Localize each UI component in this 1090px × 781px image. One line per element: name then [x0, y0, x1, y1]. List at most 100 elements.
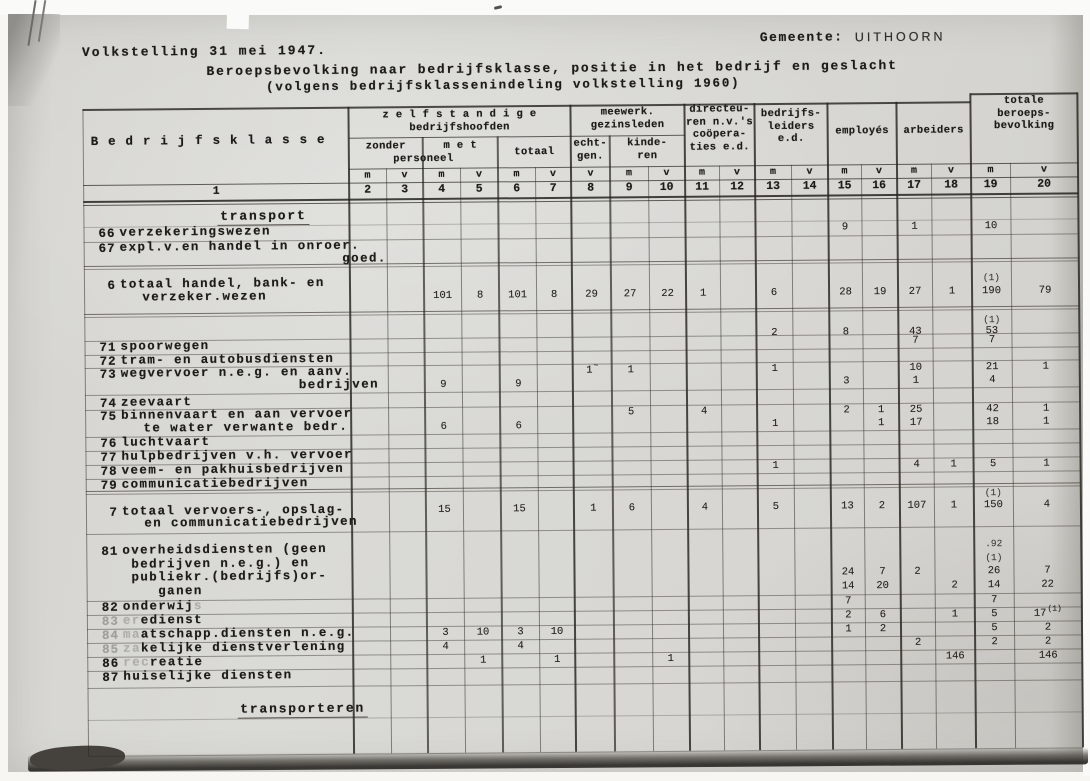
row-number: 82	[101, 600, 119, 615]
header-group-label: personeel	[393, 152, 454, 166]
header-group-label: totaal	[514, 145, 555, 159]
header-mv-cell: m	[769, 166, 777, 179]
table-row: 6 totaal handel, bank- en verzeker.wezen (1…	[84, 261, 1080, 319]
section-heading: transport	[133, 207, 393, 226]
row-number: 81	[101, 544, 119, 559]
table-cell-value: 7	[991, 594, 998, 607]
table-cell-value: 7	[845, 595, 852, 608]
table-cell-value: 15	[438, 503, 451, 516]
table-cell-value: 7	[912, 334, 919, 347]
header-colnum-cell: 11	[695, 180, 710, 194]
table-cell-value: 6	[440, 420, 447, 433]
table-cell-value: 18	[986, 416, 1000, 429]
faded-text: s	[193, 598, 203, 614]
table-cell-value: 5	[627, 406, 635, 419]
paper-background	[8, 14, 1085, 772]
header-mv-cell: v	[806, 166, 813, 178]
header-group-box: employés	[828, 125, 897, 138]
header-group-box: meewerk. gezinsleden	[570, 106, 684, 132]
table-cell-value: 101	[433, 289, 453, 302]
section-heading: transporteren	[173, 700, 433, 719]
table-cell-value: 10	[984, 220, 998, 233]
header-mv-cell: m	[438, 169, 445, 181]
row-label: bedrijven	[298, 377, 380, 393]
table-cell-value: 27	[623, 288, 637, 301]
table-cell-value: 1	[948, 285, 956, 298]
header-group-label: bevolking	[993, 119, 1055, 133]
cell-superscript: (1)	[1047, 604, 1062, 614]
header-group-label: e.d.	[777, 132, 805, 145]
row-number: 86	[102, 656, 120, 671]
table-cell-value: 150	[983, 499, 1003, 512]
table-cell-value: 2	[914, 565, 921, 578]
header-group-label: gezinsleden	[590, 118, 665, 132]
table-cell-value: 8	[476, 289, 484, 302]
table-cell-value: 10	[909, 361, 923, 374]
table-cell-value: 4	[1043, 498, 1051, 511]
header-mv-cell: m	[625, 168, 633, 180]
table-cell-value: 3	[843, 375, 850, 388]
table-cell-value: 2	[1044, 635, 1052, 648]
table-cell-value: 1	[878, 417, 885, 430]
table-cell-value: 29	[585, 288, 598, 301]
table-cell-value: 1	[772, 459, 779, 473]
table-cell-value: 1	[951, 608, 959, 621]
row-label: ganen	[158, 583, 203, 598]
header-colnum-cell: 19	[983, 178, 998, 192]
table-cell-value: 2	[878, 500, 886, 513]
header-mv-cell: v	[1040, 164, 1048, 176]
table-cell-value: .92	[985, 538, 1003, 550]
table-cell-value: 24	[841, 566, 855, 579]
header-colnum-cell: 5	[475, 182, 483, 196]
header-group-label: directeu-	[689, 103, 750, 116]
row-label: publiekr.(bedrijfs)or-	[131, 568, 328, 585]
table-cell-value: 1	[950, 458, 957, 471]
row-number: 71	[99, 340, 117, 355]
table-cell-value: 1~	[586, 361, 599, 377]
table-cell-value: 107	[907, 499, 927, 512]
header-colnum-cell: 4	[438, 182, 446, 196]
header-mv-cell: v	[401, 170, 408, 182]
header-group-label: kinde-	[627, 136, 668, 150]
header-mv-cell: v	[475, 169, 483, 181]
header-mv-cell: m	[841, 166, 848, 178]
table-cell-value: 146	[945, 650, 965, 663]
table-cell-value: 1	[911, 220, 918, 233]
row-number: 75	[100, 409, 118, 424]
table-cell-value: 3	[442, 626, 449, 639]
table-cell-value: 27	[908, 285, 922, 298]
table-cell-value: 2	[991, 636, 998, 649]
table-cell-value: 4	[913, 458, 920, 471]
table-cell-value: 2	[1044, 621, 1052, 634]
table-cell-value: 1	[554, 653, 561, 666]
header-colnum-cell: 15	[837, 179, 852, 193]
table-cell-value: 2	[914, 636, 922, 649]
table-cell-value: 1	[667, 652, 674, 665]
header-mv-cell: v	[587, 168, 594, 180]
table-cell-value: 25	[909, 403, 923, 416]
table-cell-value: 9	[440, 378, 447, 391]
header-mv-cell: m	[910, 165, 918, 177]
table-row: 7 totaal vervoers-, opslag-en communicati…	[86, 486, 1082, 536]
table-cell-value: 5	[772, 500, 780, 514]
row-number: 76	[100, 436, 118, 451]
header-mv-cell: v	[947, 165, 955, 177]
header-colnum-cell: 2	[364, 183, 372, 197]
table-cell-value: 5	[989, 458, 997, 471]
header-group-label: ren	[637, 149, 658, 162]
header-colnum-cell: 3	[401, 183, 409, 197]
row-number: 84	[101, 628, 120, 643]
table-cell-value: 22	[661, 287, 674, 300]
header-group-label: totale	[1003, 94, 1045, 107]
table-cell-value: 3	[517, 626, 524, 639]
table-cell-value: 4	[989, 374, 996, 387]
table-cell-value: 13	[841, 500, 854, 513]
table-cell-value: 1	[1042, 415, 1050, 428]
header-mv-cell: v	[733, 167, 741, 179]
row-number: 6	[107, 278, 117, 293]
table-cell-value: 1	[877, 404, 885, 417]
header-mv-cell: m	[698, 167, 706, 179]
faded-text: ma	[122, 627, 141, 642]
table-cell-value: 2	[951, 578, 958, 591]
